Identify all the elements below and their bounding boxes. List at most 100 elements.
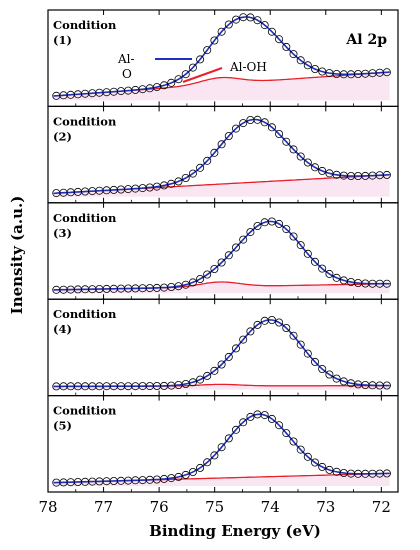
data-point — [224, 20, 233, 29]
data-point — [210, 366, 219, 375]
data-point — [282, 225, 291, 234]
legend-al-oh-line — [182, 67, 223, 83]
data-point — [239, 418, 248, 427]
data-point — [303, 249, 312, 258]
data-point — [382, 68, 391, 77]
data-point — [267, 217, 276, 226]
panel-label-line2: (2) — [53, 129, 72, 143]
panel-label-line1: Condition — [53, 307, 117, 321]
data-point — [188, 278, 197, 287]
panel-5: Condition(5) — [47, 395, 399, 493]
data-point — [296, 152, 305, 161]
data-point — [253, 115, 262, 124]
data-point — [275, 35, 284, 44]
panel-1: Condition(1) — [47, 9, 399, 108]
data-point — [325, 370, 334, 379]
data-point — [282, 137, 291, 146]
data-point — [303, 158, 312, 167]
data-point — [289, 232, 298, 241]
data-point — [246, 412, 255, 421]
data-point — [325, 465, 334, 474]
data-point — [282, 429, 291, 438]
x-tick-label: 76 — [150, 498, 169, 516]
data-point — [246, 228, 255, 237]
data-point — [303, 452, 312, 461]
x-axis-ticks: 78 77 76 75 74 73 72 — [38, 498, 390, 516]
data-point — [260, 411, 269, 420]
data-point — [289, 50, 298, 59]
data-point — [231, 243, 240, 252]
data-point — [303, 349, 312, 358]
panel-label-line2: (1) — [53, 33, 72, 47]
panel-frame — [47, 395, 399, 493]
data-point — [210, 451, 219, 460]
data-point — [196, 55, 205, 64]
panel-label-line1: Condition — [53, 18, 117, 32]
fit-line — [53, 16, 390, 97]
data-point — [188, 378, 197, 387]
data-point — [160, 81, 169, 90]
data-point — [217, 360, 226, 369]
data-point — [203, 46, 212, 55]
panel-3: Condition(3) — [47, 202, 399, 300]
panels: Condition(1)Condition(2)Condition(3)Cond… — [47, 9, 399, 493]
panel-label-line2: (3) — [53, 226, 72, 240]
data-point — [196, 163, 205, 172]
data-point — [174, 177, 183, 186]
data-point — [318, 166, 327, 175]
data-point — [188, 169, 197, 178]
data-point — [217, 258, 226, 267]
data-point — [181, 280, 190, 289]
legend-al-oh-label: Al-OH — [229, 60, 267, 74]
data-point — [217, 443, 226, 452]
data-point — [181, 70, 190, 79]
data-point — [239, 119, 248, 128]
data-point — [203, 270, 212, 279]
data-point — [188, 63, 197, 72]
panel-2: Condition(2) — [47, 105, 399, 204]
x-tick-label: 78 — [38, 498, 57, 516]
data-point — [210, 264, 219, 273]
data-point — [239, 235, 248, 244]
data-point — [382, 469, 391, 478]
data-point — [296, 445, 305, 454]
data-point — [289, 331, 298, 340]
data-point — [181, 470, 190, 479]
background-shade — [53, 473, 390, 486]
x-tick-label: 72 — [372, 498, 391, 516]
data-point — [210, 36, 219, 45]
data-point — [217, 27, 226, 36]
data-point — [203, 156, 212, 165]
data-point — [253, 16, 262, 25]
data-point — [275, 318, 284, 327]
data-point — [382, 381, 391, 390]
data-point — [289, 145, 298, 154]
data-point — [339, 377, 348, 386]
data-point — [231, 344, 240, 353]
data-point — [332, 273, 341, 282]
data-point — [224, 352, 233, 361]
x-tick-label: 74 — [261, 498, 280, 516]
data-point — [188, 467, 197, 476]
data-point — [224, 434, 233, 443]
data-point — [310, 458, 319, 467]
data-point — [231, 425, 240, 434]
legend-al-o-label-line1: Al- — [117, 52, 135, 66]
data-point — [217, 140, 226, 149]
data-point — [382, 170, 391, 179]
x-axis-label: Binding Energy (eV) — [149, 522, 321, 540]
background-shade — [53, 384, 390, 390]
data-point — [253, 221, 262, 230]
data-point — [289, 437, 298, 446]
panel-label-line1: Condition — [53, 114, 117, 128]
fit-line — [53, 413, 390, 484]
data-point — [203, 458, 212, 467]
data-point — [332, 374, 341, 383]
data-point — [174, 472, 183, 481]
fit-line — [53, 118, 390, 195]
data-point — [167, 78, 176, 87]
background-shade — [53, 282, 390, 294]
data-point — [231, 15, 240, 24]
data-point — [267, 123, 276, 132]
